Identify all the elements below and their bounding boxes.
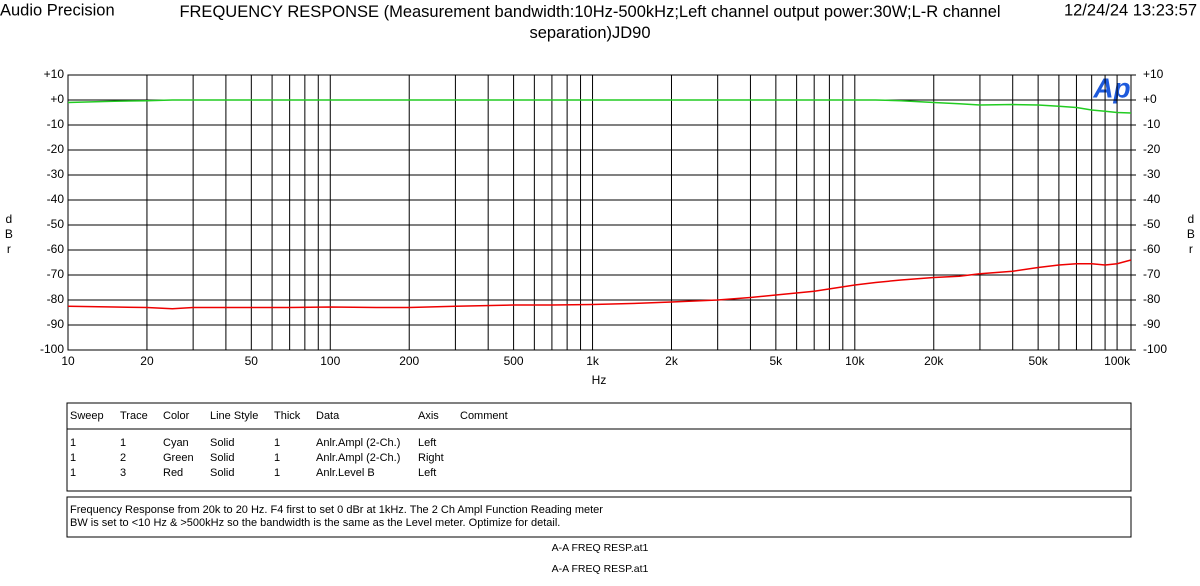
y-tick-label: -70	[47, 267, 65, 281]
table-header: Color	[163, 410, 190, 422]
table-cell: 3	[120, 467, 126, 479]
y-tick-label: -100	[40, 342, 64, 356]
x-tick-label: 500	[504, 354, 524, 368]
x-tick-label: 10k	[845, 354, 865, 368]
table-cell: Solid	[210, 437, 234, 449]
plot-frame	[67, 74, 1132, 351]
y-tick-label: -40	[47, 192, 65, 206]
series-line	[67, 259, 1132, 310]
table-cell: Right	[418, 452, 444, 464]
table-cell: Left	[418, 467, 436, 479]
y2-tick-label: -60	[1143, 242, 1161, 256]
table-cell: 1	[274, 437, 280, 449]
table-cell: Solid	[210, 467, 234, 479]
table-cell: Green	[163, 452, 194, 464]
y-tick-label: -20	[47, 142, 65, 156]
table-cell: Red	[163, 467, 183, 479]
y2-tick-label: -90	[1143, 317, 1161, 331]
table-box	[66, 402, 1132, 492]
timestamp: 12/24/24 13:23:57	[1064, 1, 1197, 19]
x-tick-label: 100	[320, 354, 340, 368]
x-tick-label: 10	[61, 354, 75, 368]
table-cell: Left	[418, 437, 436, 449]
y-tick-label: -30	[47, 167, 65, 181]
table-cell: 1	[70, 452, 76, 464]
table-cell: Anlr.Level B	[316, 467, 375, 479]
x-axis-label: Hz	[592, 373, 607, 387]
y2-tick-label: -10	[1143, 117, 1161, 131]
x-tick-label: 1k	[586, 354, 600, 368]
table-cell: 1	[120, 437, 126, 449]
y2-tick-label: -70	[1143, 267, 1161, 281]
table-header: Data	[316, 410, 340, 422]
y-tick-label: +0	[50, 92, 64, 106]
x-tick-label: 2k	[665, 354, 679, 368]
note-line: Frequency Response from 20k to 20 Hz. F4…	[70, 504, 603, 516]
y2-tick-label: +0	[1143, 92, 1157, 106]
footer-text: A-A FREQ RESP.at1	[552, 542, 649, 554]
table-cell: 2	[120, 452, 126, 464]
note-line: BW is set to <10 Hz & >500kHz so the ban…	[70, 517, 560, 529]
table-cell: Anlr.Ampl (2-Ch.)	[316, 437, 400, 449]
table-cell: 1	[274, 467, 280, 479]
table-cell: 1	[274, 452, 280, 464]
y-axis-label: dBr	[2, 212, 16, 257]
table-cell: 1	[70, 467, 76, 479]
x-tick-label: 50k	[1028, 354, 1048, 368]
series-line	[67, 99, 1132, 114]
y-tick-label: -50	[47, 217, 65, 231]
x-tick-label: 50	[245, 354, 259, 368]
y2-tick-label: -80	[1143, 292, 1161, 306]
y-tick-label: -10	[47, 117, 65, 131]
footer-text: A-A FREQ RESP.at1	[552, 563, 649, 575]
table-header: Thick	[274, 410, 301, 422]
y2-tick-label: -50	[1143, 217, 1161, 231]
y2-tick-label: -20	[1143, 142, 1161, 156]
y2-tick-label: -30	[1143, 167, 1161, 181]
table-header: Axis	[418, 410, 439, 422]
x-tick-label: 100k	[1104, 354, 1131, 368]
y-tick-label: -60	[47, 242, 65, 256]
y2-tick-label: -100	[1143, 342, 1167, 356]
y-tick-label: +10	[44, 67, 65, 81]
table-cell: 1	[70, 437, 76, 449]
table-header: Comment	[460, 410, 508, 422]
table-header: Sweep	[70, 410, 104, 422]
ap-logo: Ap	[1092, 72, 1130, 103]
x-tick-label: 200	[399, 354, 419, 368]
notes-box	[66, 496, 1132, 538]
table-header: Line Style	[210, 410, 258, 422]
x-tick-label: 20k	[924, 354, 944, 368]
table-cell: Solid	[210, 452, 234, 464]
y2-axis-label: dBr	[1184, 212, 1198, 257]
y2-tick-label: -40	[1143, 192, 1161, 206]
chart-title: FREQUENCY RESPONSE (Measurement bandwidt…	[179, 3, 1001, 42]
x-tick-label: 5k	[770, 354, 784, 368]
x-tick-label: 20	[140, 354, 154, 368]
y-tick-label: -80	[47, 292, 65, 306]
y2-tick-label: +10	[1143, 67, 1164, 81]
table-cell: Anlr.Ampl (2-Ch.)	[316, 452, 400, 464]
y-tick-label: -90	[47, 317, 65, 331]
table-cell: Cyan	[163, 437, 189, 449]
brand: Audio Precision	[0, 1, 115, 19]
table-header: Trace	[120, 410, 148, 422]
